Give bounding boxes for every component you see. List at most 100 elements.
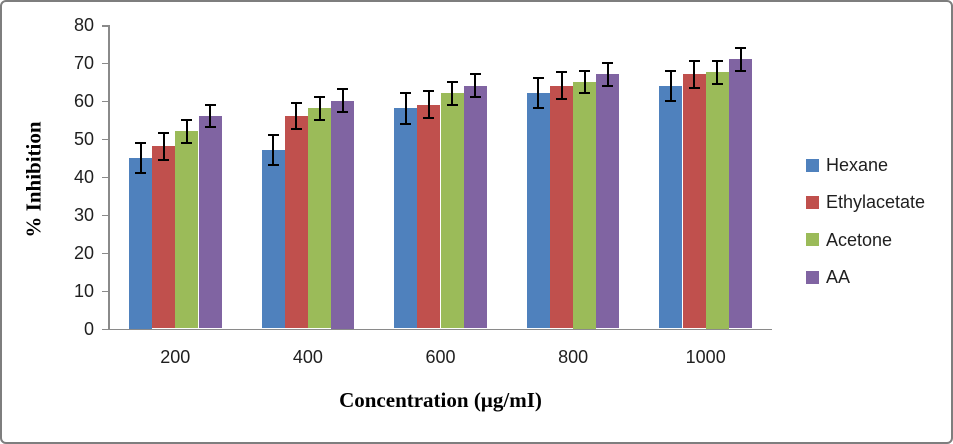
x-axis-line bbox=[108, 328, 772, 330]
error-bar bbox=[606, 62, 609, 86]
error-bar bbox=[537, 78, 540, 109]
error-bar-cap bbox=[556, 71, 567, 74]
error-bar-cap bbox=[290, 101, 302, 104]
legend-swatch bbox=[806, 158, 819, 172]
error-bar-cap bbox=[181, 141, 193, 144]
legend-label: Ethylacetate bbox=[826, 192, 926, 213]
error-bar bbox=[185, 119, 188, 143]
error-bar bbox=[295, 102, 298, 130]
x-category-label: 600 bbox=[425, 347, 456, 367]
error-bar bbox=[427, 91, 430, 118]
error-bar bbox=[669, 70, 672, 101]
legend-label: Hexane bbox=[826, 155, 889, 175]
error-bar-cap bbox=[446, 103, 458, 106]
error-bar bbox=[474, 74, 477, 98]
error-bar-cap bbox=[158, 158, 170, 161]
bar bbox=[128, 157, 153, 329]
bar bbox=[417, 104, 441, 329]
error-bar-cap bbox=[314, 118, 325, 121]
error-bar bbox=[693, 61, 696, 88]
error-bar-cap bbox=[556, 97, 567, 100]
error-bar-cap bbox=[400, 122, 412, 125]
y-tick-label: 70 bbox=[73, 52, 94, 73]
bar bbox=[573, 81, 597, 329]
bar bbox=[394, 108, 418, 329]
x-category-label: 200 bbox=[160, 347, 191, 367]
error-bar-cap bbox=[735, 46, 746, 49]
error-bar bbox=[341, 89, 344, 113]
legend-item: AA bbox=[806, 268, 850, 286]
legend-swatch bbox=[806, 195, 819, 209]
error-bar-cap bbox=[400, 92, 412, 95]
y-axis-line bbox=[108, 25, 110, 330]
legend-swatch bbox=[806, 270, 819, 284]
error-bar-cap bbox=[735, 69, 746, 72]
legend-item: Ethylacetate bbox=[806, 193, 925, 211]
error-bar-cap bbox=[711, 60, 723, 63]
error-bar-cap bbox=[446, 80, 458, 83]
y-axis-tick bbox=[102, 138, 108, 141]
error-bar-cap bbox=[158, 132, 170, 135]
error-bar-cap bbox=[532, 77, 544, 80]
y-tick-label: 0 bbox=[83, 318, 94, 339]
y-tick-label: 30 bbox=[73, 204, 94, 225]
error-bar bbox=[162, 133, 165, 160]
error-bar-cap bbox=[267, 134, 279, 137]
bar bbox=[175, 131, 199, 329]
x-category-label: 800 bbox=[558, 347, 589, 367]
y-axis-tick bbox=[102, 100, 108, 103]
error-bar-cap bbox=[602, 84, 614, 87]
bar bbox=[331, 100, 355, 329]
x-category-label: 1000 bbox=[685, 347, 726, 367]
error-bar bbox=[716, 61, 719, 84]
error-bar-cap bbox=[688, 60, 700, 63]
error-bar-cap bbox=[469, 96, 481, 99]
y-axis-tick bbox=[102, 328, 108, 330]
error-bar-cap bbox=[135, 171, 146, 174]
legend-label: AA bbox=[826, 267, 851, 288]
x-axis-title: Concentration (µg/mI) bbox=[339, 388, 542, 412]
error-bar-cap bbox=[579, 69, 591, 72]
y-axis-tick bbox=[102, 290, 108, 293]
error-bar-cap bbox=[688, 86, 700, 89]
y-axis-tick bbox=[102, 252, 108, 255]
y-tick-label: 50 bbox=[73, 128, 94, 149]
bar bbox=[596, 74, 620, 329]
bar bbox=[284, 116, 308, 329]
bar bbox=[549, 85, 574, 329]
error-bar bbox=[139, 142, 142, 173]
error-bar-cap bbox=[423, 90, 435, 93]
error-bar-cap bbox=[181, 118, 193, 121]
y-axis-tick bbox=[102, 214, 108, 217]
error-bar-cap bbox=[602, 61, 614, 64]
error-bar-cap bbox=[337, 111, 349, 114]
legend-swatch bbox=[806, 233, 819, 247]
error-bar-cap bbox=[267, 164, 279, 167]
bar bbox=[261, 150, 285, 329]
legend-label: Acetone bbox=[826, 229, 893, 250]
error-bar bbox=[318, 97, 321, 120]
error-bar-cap bbox=[469, 73, 481, 76]
bar bbox=[463, 85, 487, 329]
error-bar bbox=[739, 47, 742, 71]
error-bar bbox=[404, 93, 407, 124]
error-bar-cap bbox=[314, 96, 325, 99]
error-bar-cap bbox=[204, 103, 216, 106]
bar bbox=[307, 108, 332, 329]
bar bbox=[728, 59, 753, 329]
y-tick-label: 80 bbox=[73, 15, 94, 35]
y-axis-title: % Inhibition bbox=[21, 121, 46, 238]
legend-item: Hexane bbox=[806, 156, 888, 174]
bar bbox=[682, 74, 706, 329]
error-bar-cap bbox=[204, 126, 216, 129]
error-bar bbox=[560, 72, 563, 99]
error-bar-cap bbox=[423, 116, 435, 119]
bar bbox=[659, 85, 683, 329]
error-bar bbox=[451, 81, 454, 105]
bar bbox=[198, 116, 222, 329]
bar bbox=[705, 72, 729, 329]
legend-item: Acetone bbox=[806, 231, 892, 249]
y-tick-label: 40 bbox=[73, 166, 94, 187]
